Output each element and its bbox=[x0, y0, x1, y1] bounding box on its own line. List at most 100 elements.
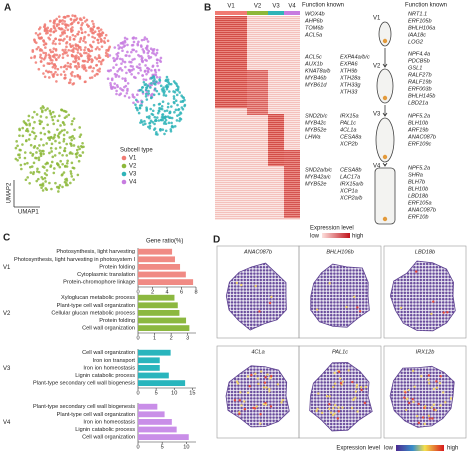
cell-dot bbox=[44, 180, 47, 183]
hot-spot bbox=[353, 295, 356, 299]
cell-dot bbox=[139, 68, 143, 72]
cell-dot bbox=[162, 86, 165, 89]
cell-dot bbox=[67, 113, 71, 117]
cell-dot bbox=[150, 112, 154, 116]
hot-spot bbox=[444, 401, 447, 404]
hot-spot bbox=[240, 283, 243, 287]
cell-dot bbox=[31, 126, 35, 130]
cell-dot bbox=[31, 50, 35, 53]
hot-spot bbox=[276, 383, 280, 386]
cell-dot bbox=[60, 108, 63, 112]
cell-dot bbox=[69, 172, 73, 175]
cell-dot bbox=[56, 73, 59, 77]
cell-dot bbox=[136, 43, 140, 47]
cell-dot bbox=[147, 89, 150, 93]
cell-dot bbox=[66, 28, 70, 32]
cell-shape bbox=[374, 167, 396, 225]
cell-dot bbox=[35, 179, 39, 183]
hot-spot bbox=[345, 305, 348, 309]
bar bbox=[138, 372, 169, 379]
cell-dot bbox=[56, 119, 60, 123]
cell-dot bbox=[21, 143, 24, 146]
legend-swatch bbox=[121, 179, 127, 185]
cell-dot bbox=[46, 26, 50, 30]
cell-dot bbox=[86, 60, 89, 64]
cell-dot bbox=[79, 26, 83, 30]
cell-dot bbox=[126, 43, 129, 47]
cell-dot bbox=[90, 58, 94, 61]
category-label: Xyloglucan metabolic process bbox=[61, 295, 135, 301]
cell-dot bbox=[145, 115, 149, 119]
gene: MYB42c bbox=[305, 120, 326, 126]
cell-dot bbox=[84, 30, 87, 34]
cell-dot bbox=[164, 118, 168, 122]
cell-dot bbox=[77, 57, 81, 61]
hot-spot bbox=[264, 403, 268, 406]
cell-dot bbox=[41, 189, 45, 192]
cell-dot bbox=[134, 98, 138, 102]
cell-dot bbox=[73, 75, 77, 78]
cell-dot bbox=[52, 47, 56, 50]
cell-dot bbox=[39, 154, 43, 158]
cell-dot bbox=[48, 54, 52, 58]
cell-dot bbox=[27, 119, 30, 122]
cell-dot bbox=[66, 61, 70, 65]
cell-dot bbox=[127, 68, 131, 72]
gene: XTH28a bbox=[339, 75, 361, 81]
cell-dot bbox=[176, 103, 179, 107]
cell-dot bbox=[163, 132, 166, 136]
cell-dot bbox=[33, 145, 37, 148]
bar bbox=[138, 294, 175, 301]
cell-dot bbox=[117, 47, 121, 50]
cell-dot bbox=[134, 50, 138, 53]
tissue bbox=[389, 365, 455, 428]
gene: IRX15a bbox=[340, 113, 359, 119]
cell-dot bbox=[172, 95, 176, 98]
cell-dot bbox=[39, 152, 42, 155]
cell-dot bbox=[178, 119, 181, 123]
cell-dot bbox=[51, 110, 55, 114]
cell-dot bbox=[65, 51, 68, 54]
cell-dot bbox=[177, 108, 180, 112]
hot-spot bbox=[332, 407, 335, 410]
cell-dot bbox=[140, 38, 144, 42]
hot-spot bbox=[333, 404, 337, 407]
cell-dot bbox=[91, 31, 94, 35]
cell-dot bbox=[49, 33, 52, 37]
tick-label: 0 bbox=[136, 390, 139, 396]
hot-spot bbox=[269, 376, 272, 380]
hot-spot bbox=[355, 386, 358, 389]
cell-dot bbox=[36, 146, 39, 150]
cell-dot bbox=[172, 100, 176, 104]
cell-dot bbox=[119, 67, 122, 70]
cell-dot bbox=[146, 66, 149, 70]
axis-label: Gene ratio(%) bbox=[146, 239, 183, 245]
cell-dot bbox=[88, 57, 91, 61]
cell-dot bbox=[129, 60, 133, 64]
cell-dot bbox=[63, 50, 66, 54]
cell-dot bbox=[158, 76, 162, 79]
cell-dot bbox=[93, 56, 97, 59]
panel-label: A bbox=[4, 3, 11, 14]
cell-dot bbox=[132, 75, 136, 79]
bar bbox=[138, 419, 172, 425]
cell-dot bbox=[175, 119, 179, 122]
cell-dot bbox=[66, 54, 69, 57]
cell-dot bbox=[117, 44, 120, 47]
cell-dot bbox=[56, 67, 60, 71]
cell-dot bbox=[57, 23, 61, 26]
cell-dot bbox=[92, 22, 95, 26]
cell-dot bbox=[84, 69, 88, 72]
cell-dot bbox=[101, 31, 105, 35]
cell-dot bbox=[97, 41, 100, 45]
umap-plot bbox=[14, 14, 187, 193]
cell-dot bbox=[71, 152, 74, 155]
cell-dot bbox=[78, 52, 82, 56]
cell-dot bbox=[110, 77, 114, 80]
cell-dot bbox=[61, 22, 64, 25]
cell-dot bbox=[152, 103, 156, 107]
cell-dot bbox=[78, 147, 81, 151]
gene: KNAT8a/b bbox=[305, 68, 330, 74]
cell-dot bbox=[34, 156, 37, 160]
cell-dot bbox=[29, 151, 32, 155]
